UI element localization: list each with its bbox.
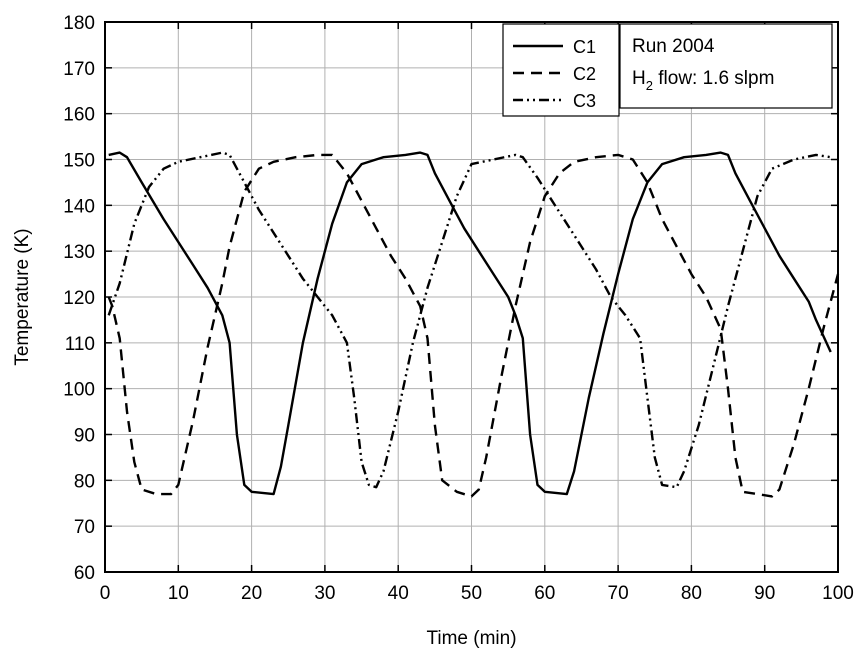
legend-label-c1: C1 xyxy=(573,37,596,57)
legend-box xyxy=(502,23,620,117)
y-tick-label: 160 xyxy=(63,105,95,126)
x-tick-label: 60 xyxy=(534,583,555,604)
y-tick-label: 180 xyxy=(63,13,95,34)
legend-label-c3: C3 xyxy=(573,91,596,111)
x-tick-label: 90 xyxy=(754,583,775,604)
x-tick-label: 80 xyxy=(681,583,702,604)
y-tick-label: 130 xyxy=(63,242,95,263)
y-tick-label: 80 xyxy=(74,471,95,492)
x-tick-label: 0 xyxy=(100,583,111,604)
tick-labels: 0 10 20 30 40 50 60 70 80 90 100 60 70 80 90 100 110 120 1… xyxy=(63,13,854,604)
annotation-flow-suffix: flow: 1.6 slpm xyxy=(653,68,774,89)
series-line-c1 xyxy=(108,151,832,496)
series-layer xyxy=(107,151,840,498)
x-tick-label: 100 xyxy=(822,583,854,604)
x-tick-label: 10 xyxy=(168,583,189,604)
x-tick-label: 50 xyxy=(461,583,482,604)
y-tick-label: 100 xyxy=(63,380,95,401)
x-tick-label: 30 xyxy=(314,583,335,604)
annotation-flow-subscript: 2 xyxy=(646,78,653,93)
y-axis-label: Temperature (K) xyxy=(12,228,33,365)
x-axis-label: Time (min) xyxy=(426,628,516,649)
annotation-flow-prefix: H xyxy=(632,68,646,89)
y-tick-label: 70 xyxy=(74,517,95,538)
annotation-flow-label: H2 flow: 1.6 slpm xyxy=(632,68,774,93)
y-tick-label: 150 xyxy=(63,151,95,172)
x-tick-label: 40 xyxy=(388,583,409,604)
y-tick-label: 60 xyxy=(74,563,95,584)
legend: C1 C2 C3 xyxy=(502,23,620,117)
x-tick-label: 70 xyxy=(608,583,629,604)
legend-label-c2: C2 xyxy=(573,64,596,84)
x-tick-label: 20 xyxy=(241,583,262,604)
y-tick-label: 110 xyxy=(65,334,95,355)
y-tick-label: 140 xyxy=(63,196,95,217)
annotation-run-label: Run 2004 xyxy=(632,36,715,57)
annotation-box xyxy=(619,23,833,109)
series-line-c3 xyxy=(107,151,831,489)
y-tick-label: 170 xyxy=(63,59,95,80)
series-line-c2 xyxy=(107,153,840,498)
y-tick-label: 90 xyxy=(74,426,95,447)
run-annotation: Run 2004 H2 flow: 1.6 slpm xyxy=(619,23,833,109)
y-tick-label: 120 xyxy=(63,288,95,309)
